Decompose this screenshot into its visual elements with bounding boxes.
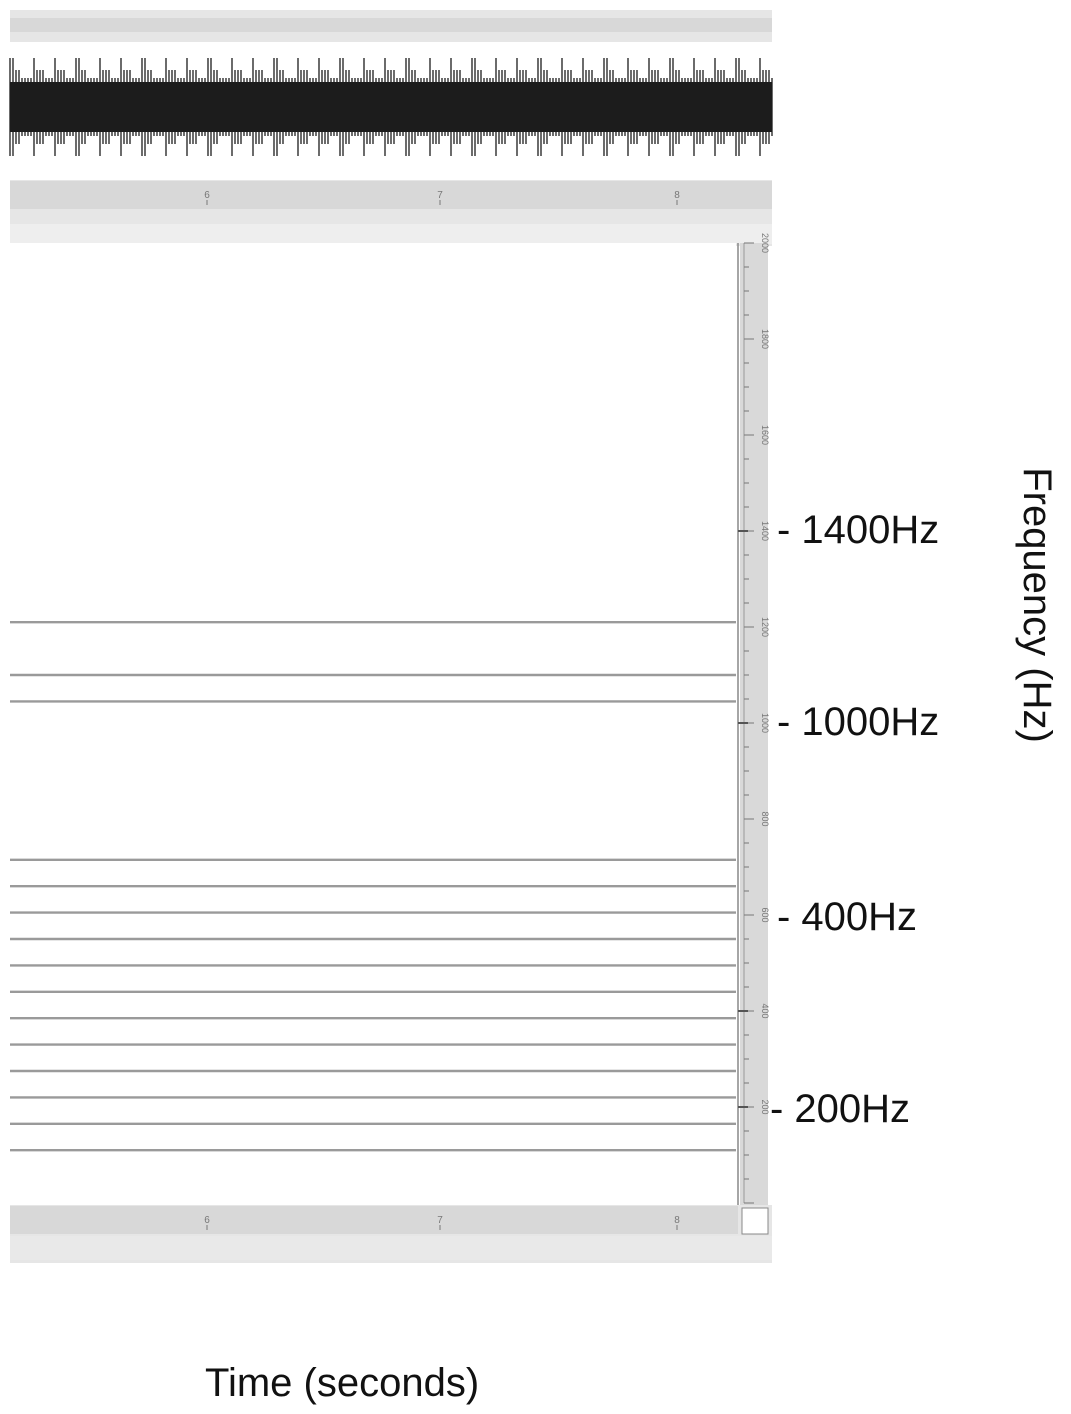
lower-time-tick-label: 7: [437, 1215, 443, 1226]
freq-label-200: - 200Hz: [770, 1087, 911, 1131]
frequency-small-tick-label: 1000: [760, 713, 770, 733]
waveform-trace: [9, 58, 773, 156]
frequency-small-tick-label: 800: [760, 811, 770, 826]
upper-time-tick-label: 7: [437, 190, 443, 201]
frequency-small-tick-label: 200: [760, 1099, 770, 1114]
scale-corner-box: [741, 1207, 769, 1235]
top-toolbar-bar: [10, 18, 772, 32]
freq-label-1000: - 1000Hz: [777, 700, 940, 744]
freq-label-1400: - 1400Hz: [777, 508, 940, 552]
y-axis-label: Frequency (Hz): [1015, 467, 1059, 743]
frequency-small-tick-label: 600: [760, 907, 770, 922]
upper-time-tick-label: 8: [674, 190, 680, 201]
spectrogram-area: [10, 243, 736, 1203]
lower-time-tick-label: 6: [204, 1215, 210, 1226]
frequency-small-tick-label: 2000: [760, 233, 770, 253]
lower-time-ruler-bar: [10, 1206, 738, 1234]
lower-time-ruler-lower: [10, 1236, 772, 1260]
frequency-small-tick-label: 1200: [760, 617, 770, 637]
freq-label-400: - 400Hz: [777, 895, 918, 939]
frequency-small-tick-label: 1800: [760, 329, 770, 349]
frequency-small-tick-label: 1400: [760, 521, 770, 541]
frequency-small-tick-label: 1600: [760, 425, 770, 445]
upper-time-tick-label: 6: [204, 190, 210, 201]
x-axis-label: Time (seconds): [205, 1361, 480, 1405]
frequency-scale-strip: [740, 243, 768, 1233]
upper-time-ruler-lower: [10, 224, 772, 244]
lower-time-tick-label: 8: [674, 1215, 680, 1226]
upper-time-ruler-bar: [10, 181, 772, 209]
frequency-small-tick-label: 400: [760, 1003, 770, 1018]
